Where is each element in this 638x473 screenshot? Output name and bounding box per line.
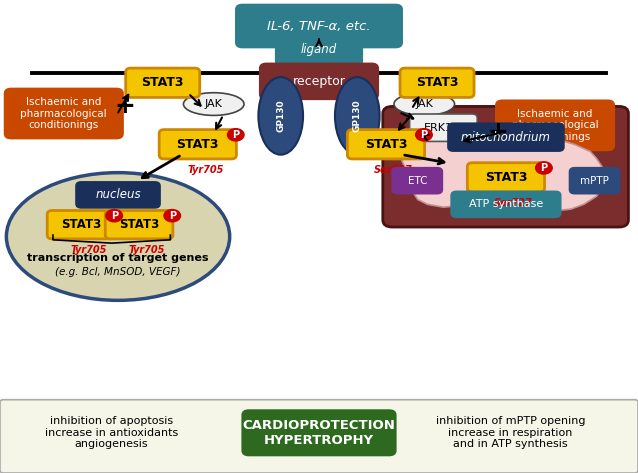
Text: JAK: JAK xyxy=(415,99,433,109)
FancyBboxPatch shape xyxy=(570,168,619,193)
Ellipse shape xyxy=(6,173,230,300)
Text: P: P xyxy=(232,130,239,140)
FancyBboxPatch shape xyxy=(496,101,614,150)
Text: ERK1/2: ERK1/2 xyxy=(424,123,463,133)
FancyBboxPatch shape xyxy=(160,130,236,159)
FancyBboxPatch shape xyxy=(236,5,402,47)
FancyBboxPatch shape xyxy=(410,114,477,141)
Text: CARDIOPROTECTION
HYPERTROPHY: CARDIOPROTECTION HYPERTROPHY xyxy=(242,419,396,447)
Polygon shape xyxy=(402,132,606,210)
FancyBboxPatch shape xyxy=(242,410,396,455)
Circle shape xyxy=(227,129,244,141)
Text: STAT3: STAT3 xyxy=(416,76,458,89)
Text: IL-6, TNF-α, etc.: IL-6, TNF-α, etc. xyxy=(267,19,371,33)
Text: STAT3: STAT3 xyxy=(365,138,407,151)
Text: JAK: JAK xyxy=(205,99,223,109)
Text: Ischaemic and
pharmacological
conditionings: Ischaemic and pharmacological conditioni… xyxy=(20,97,107,130)
FancyBboxPatch shape xyxy=(126,68,200,97)
Text: P: P xyxy=(540,163,547,173)
Text: ETC: ETC xyxy=(408,175,427,186)
Text: ligand: ligand xyxy=(301,43,337,56)
Text: inhibition of apoptosis
increase in antioxidants
angiogenesis: inhibition of apoptosis increase in anti… xyxy=(45,416,178,449)
Text: Ischaemic and
pharmacological
conditionings: Ischaemic and pharmacological conditioni… xyxy=(512,109,598,142)
Text: STAT3: STAT3 xyxy=(119,218,160,231)
FancyBboxPatch shape xyxy=(0,400,638,473)
Text: ATP synthase: ATP synthase xyxy=(469,199,543,210)
Text: inhibition of mPTP opening
increase in respiration
and in ATP synthesis: inhibition of mPTP opening increase in r… xyxy=(436,416,585,449)
Text: Tyr705: Tyr705 xyxy=(187,165,224,175)
FancyBboxPatch shape xyxy=(400,68,474,97)
Text: nucleus: nucleus xyxy=(95,188,141,201)
FancyBboxPatch shape xyxy=(5,89,122,139)
FancyBboxPatch shape xyxy=(451,192,561,217)
Text: Tyr705: Tyr705 xyxy=(70,245,107,254)
Ellipse shape xyxy=(258,77,303,155)
Text: receptor: receptor xyxy=(293,75,345,88)
Text: STAT3: STAT3 xyxy=(485,171,527,184)
FancyBboxPatch shape xyxy=(383,106,628,227)
Circle shape xyxy=(164,210,181,222)
FancyBboxPatch shape xyxy=(467,163,545,192)
FancyBboxPatch shape xyxy=(77,182,160,208)
Text: mPTP: mPTP xyxy=(580,175,609,186)
Text: (e.g. Bcl, MnSOD, VEGF): (e.g. Bcl, MnSOD, VEGF) xyxy=(56,267,181,277)
Text: P: P xyxy=(420,130,427,140)
Circle shape xyxy=(106,210,122,222)
FancyBboxPatch shape xyxy=(347,130,425,159)
FancyBboxPatch shape xyxy=(392,168,442,193)
Text: Ser727: Ser727 xyxy=(375,165,413,175)
Text: Tyr705: Tyr705 xyxy=(128,245,165,254)
Text: STAT3: STAT3 xyxy=(142,76,184,89)
Text: Ser727: Ser727 xyxy=(494,198,533,208)
FancyBboxPatch shape xyxy=(47,210,115,239)
Text: transcription of target genes: transcription of target genes xyxy=(27,253,209,263)
Circle shape xyxy=(415,129,432,141)
Text: mitochondrium: mitochondrium xyxy=(461,131,551,144)
Ellipse shape xyxy=(184,93,244,115)
Text: GP130: GP130 xyxy=(353,100,362,132)
Text: GP130: GP130 xyxy=(276,100,285,132)
Ellipse shape xyxy=(335,77,380,155)
Ellipse shape xyxy=(394,93,454,115)
Text: STAT3: STAT3 xyxy=(61,218,101,231)
Text: P: P xyxy=(110,210,118,221)
FancyBboxPatch shape xyxy=(276,34,362,66)
Text: STAT3: STAT3 xyxy=(177,138,219,151)
Text: P: P xyxy=(168,210,176,221)
FancyBboxPatch shape xyxy=(448,123,564,151)
Text: +: + xyxy=(114,95,135,118)
Circle shape xyxy=(535,162,552,174)
FancyBboxPatch shape xyxy=(105,210,173,239)
Text: +: + xyxy=(487,121,508,144)
FancyBboxPatch shape xyxy=(260,64,378,99)
